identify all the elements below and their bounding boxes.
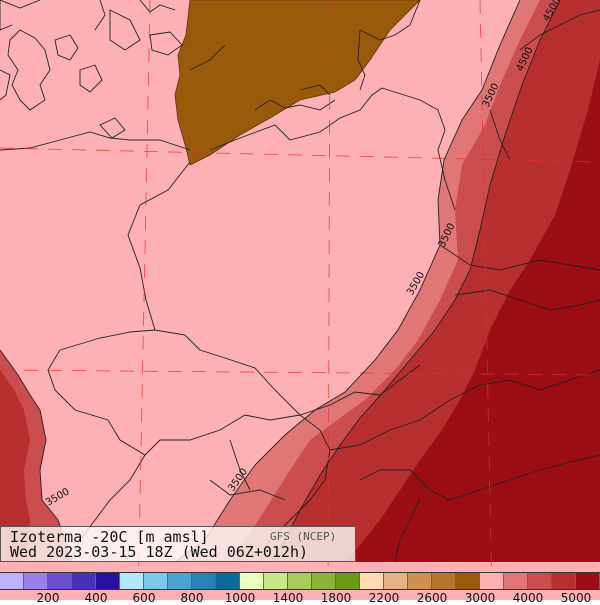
legend-swatch (408, 573, 432, 589)
legend-swatch (288, 573, 312, 589)
legend-swatch (72, 573, 96, 589)
low-isotherm-area (174, 0, 421, 166)
west-band-2 (0, 370, 30, 562)
legend-swatch (0, 573, 24, 589)
data-source: GFS (NCEP) (270, 530, 337, 543)
legend-swatch (240, 573, 264, 589)
legend-swatch (192, 573, 216, 589)
legend-swatch (552, 573, 576, 589)
legend-tick-label: 1800 (320, 591, 352, 605)
legend-swatch (120, 573, 144, 589)
legend-swatch (216, 573, 240, 589)
legend-tick-label: 2200 (368, 591, 400, 605)
map-title: Izoterma -20C [m amsl] (10, 528, 209, 546)
legend-swatch (48, 573, 72, 589)
valid-time: Wed 2023-03-15 18Z (Wed 06Z+012h) (10, 543, 309, 561)
legend-tick-label: 4000 (512, 591, 544, 605)
info-box (0, 526, 356, 562)
country-borders (0, 0, 600, 563)
high-band-4 (345, 60, 600, 562)
legend-swatch (144, 573, 168, 589)
legend-tick-label: 200 (36, 591, 60, 605)
legend-swatch (480, 573, 504, 589)
legend-tick-label: 3000 (464, 591, 496, 605)
legend-swatch (528, 573, 552, 589)
legend-tick-label: 5000 (560, 591, 592, 605)
legend-swatch (264, 573, 288, 589)
legend-swatch (168, 573, 192, 589)
legend-swatch (384, 573, 408, 589)
legend-tick-label: 600 (132, 591, 156, 605)
legend-swatch (336, 573, 360, 589)
legend-swatch (24, 573, 48, 589)
legend-ticks: 200 400 600 800 1000 1400 1800 2200 2600 3000 4000… (0, 590, 600, 604)
legend-tick-label: 1400 (272, 591, 304, 605)
legend-swatch (360, 573, 384, 589)
legend-swatch (456, 573, 480, 589)
color-legend (0, 572, 600, 590)
coastlines (0, 0, 336, 151)
legend-tick-label: 400 (84, 591, 108, 605)
legend-tick-label: 800 (180, 591, 204, 605)
legend-swatch (96, 573, 120, 589)
legend-tick-label: 2600 (416, 591, 448, 605)
legend-swatch (432, 573, 456, 589)
legend-tick-label: 1000 (224, 591, 256, 605)
legend-swatch (576, 573, 600, 589)
legend-swatch (504, 573, 528, 589)
legend-swatch (312, 573, 336, 589)
